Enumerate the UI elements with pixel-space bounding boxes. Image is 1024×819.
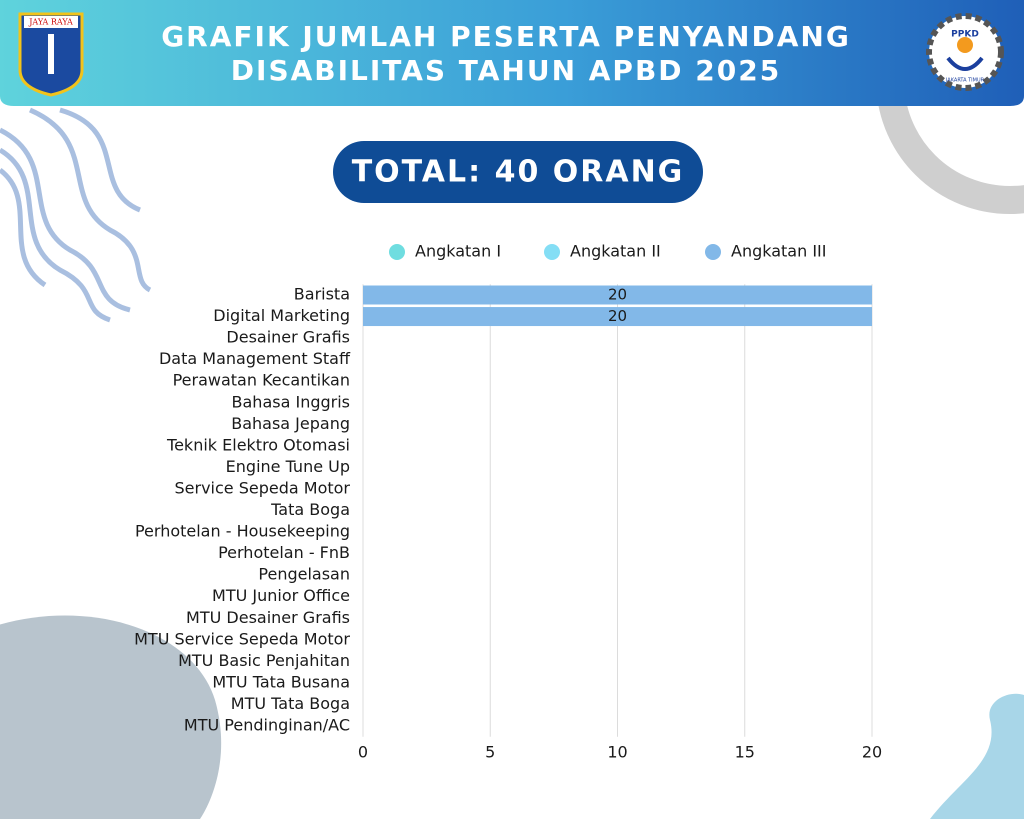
legend-marker (389, 244, 405, 260)
y-tick-label: MTU Tata Boga (231, 694, 350, 713)
y-tick-label: MTU Tata Busana (212, 672, 350, 691)
x-tick-label: 5 (485, 743, 495, 762)
y-tick-label: MTU Basic Penjahitan (178, 651, 350, 670)
title-line: GRAFIK JUMLAH PESERTA PENYANDANG (161, 20, 851, 53)
y-tick-label: MTU Junior Office (212, 586, 350, 605)
bar (363, 307, 872, 327)
y-tick-label: Tata Boga (270, 500, 350, 519)
y-tick-label: MTU Service Sepeda Motor (134, 629, 350, 648)
y-tick-label: Perhotelan - FnB (218, 543, 350, 562)
y-tick-label: Service Sepeda Motor (175, 478, 351, 497)
data-label: 20 (608, 307, 627, 325)
left-logo: JAYA RAYA (18, 12, 84, 97)
y-tick-label: Teknik Elektro Otomasi (166, 435, 350, 454)
y-tick-label: MTU Desainer Grafis (186, 608, 350, 627)
y-tick-label: Data Management Staff (159, 349, 351, 368)
legend-marker (705, 244, 721, 260)
legend-marker (544, 244, 560, 260)
logo-caption: JAKARTA TIMUR (945, 78, 985, 84)
x-tick-label: 0 (358, 743, 368, 762)
title-line: DISABILITAS TAHUN APBD 2025 (231, 54, 781, 87)
y-tick-label: Pengelasan (258, 565, 350, 584)
x-tick-label: 10 (607, 743, 627, 762)
x-tick-label: 15 (735, 743, 755, 762)
header-band (0, 0, 1024, 106)
y-tick-label: Perhotelan - Housekeeping (135, 522, 350, 541)
x-tick-label: 20 (862, 743, 882, 762)
data-label: 20 (608, 286, 627, 304)
y-tick-label: Bahasa Jepang (231, 414, 350, 433)
logo-text: PPKD (951, 30, 979, 40)
y-tick-label: Digital Marketing (213, 306, 350, 325)
logo-text: JAYA RAYA (28, 18, 73, 27)
y-tick-label: Desainer Grafis (226, 328, 350, 347)
y-tick-label: Bahasa Inggris (232, 392, 350, 411)
y-tick-label: MTU Pendinginan/AC (184, 716, 350, 735)
legend-label: Angkatan III (731, 242, 827, 261)
total-text: TOTAL: 40 ORANG (352, 155, 685, 190)
total-badge (333, 141, 703, 203)
chart: 0 5 10 15 20 Angkatan I Angkatan II Angkatan II… (134, 242, 882, 762)
legend-label: Angkatan I (415, 242, 501, 261)
y-tick-label: Barista (294, 285, 350, 304)
bar (363, 285, 872, 305)
right-logo: PPKD JAKARTA TIMUR (926, 13, 1004, 91)
legend-label: Angkatan II (570, 242, 661, 261)
y-tick-label: Engine Tune Up (226, 457, 350, 476)
y-tick-label: Perawatan Kecantikan (173, 371, 350, 390)
